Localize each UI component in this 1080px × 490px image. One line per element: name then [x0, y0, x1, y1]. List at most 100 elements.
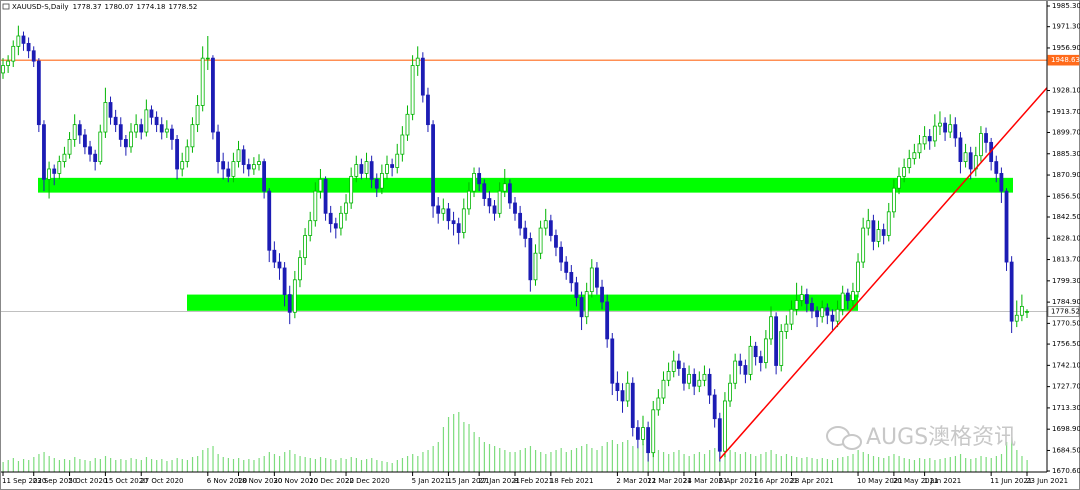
volume-bar	[483, 442, 485, 472]
y-tick-label: 1913.70	[1052, 108, 1080, 116]
candle-body	[88, 146, 92, 155]
title-icon	[2, 3, 10, 10]
y-tick-label: 1756.50	[1052, 340, 1080, 348]
volume-bar	[637, 448, 639, 472]
volume-bar	[412, 454, 414, 472]
candle-body	[77, 124, 82, 136]
volume-bar	[273, 454, 276, 472]
volume-bar	[816, 459, 818, 472]
volume-bar	[939, 459, 941, 472]
volume-bar	[698, 452, 701, 472]
candle-body	[953, 124, 958, 139]
volume-bar	[826, 459, 829, 472]
candle-body	[123, 139, 128, 148]
candle-body	[420, 57, 425, 96]
candle-body	[866, 220, 871, 229]
candle-body	[948, 124, 953, 133]
candle-body	[318, 178, 323, 192]
candle-body	[717, 418, 722, 452]
x-tick-label: 16 Apr 2021	[755, 477, 798, 485]
volume-bar	[12, 458, 14, 472]
volume-bar	[780, 456, 782, 472]
volume-bar	[504, 450, 506, 472]
volume-bar	[632, 446, 634, 472]
volume-bar	[714, 448, 716, 472]
candle-body	[369, 161, 374, 180]
volume-bar	[217, 454, 219, 472]
plot-layer	[1, 25, 1048, 462]
candle-body	[697, 379, 702, 387]
volume-bar	[601, 446, 603, 472]
volume-bar	[693, 454, 695, 472]
candle-body	[195, 105, 200, 126]
symbol: XAUUSD-S,Daily	[12, 3, 69, 11]
volume-bar	[473, 432, 475, 472]
candle-body	[344, 202, 348, 214]
volume-bar	[355, 458, 357, 472]
volume-bar	[453, 414, 455, 472]
volume-bar	[1016, 450, 1018, 472]
volume-bar	[463, 422, 465, 472]
candle-body	[231, 161, 236, 177]
candle-body	[815, 310, 819, 318]
candle-body	[938, 122, 942, 127]
candle-body	[584, 291, 589, 318]
x-tick-label: 15 Jan 2021	[447, 477, 489, 485]
candle-body	[712, 394, 717, 420]
candle-body	[354, 164, 359, 177]
volume-bar	[135, 459, 137, 472]
candle-body	[600, 286, 604, 303]
candle-body	[103, 102, 108, 133]
volume-bar	[821, 458, 823, 472]
volume-bar	[319, 457, 322, 472]
candle-body	[943, 122, 947, 133]
volume-bar	[929, 458, 931, 472]
volume-bar	[422, 452, 424, 472]
volume-bar	[575, 448, 578, 472]
volume-bar	[22, 459, 25, 472]
volume-bar	[616, 444, 619, 472]
candle-body	[743, 365, 748, 375]
volume-bar	[381, 461, 383, 472]
volume-bar	[304, 457, 306, 472]
volume-bar	[790, 456, 793, 472]
candle-body	[93, 153, 98, 162]
x-tick-label: 18 Feb 2021	[550, 477, 594, 485]
candle-body	[804, 294, 809, 304]
volume-bar	[104, 456, 107, 472]
candle-body	[513, 202, 517, 214]
candle-body	[891, 187, 896, 213]
y-tick-label: 1770.50	[1052, 319, 1080, 327]
x-tick-label: 5 Jan 2021	[412, 477, 450, 485]
candle-body	[579, 297, 584, 318]
volume-bar	[980, 456, 982, 472]
x-tick-label: 5 Oct 2020	[69, 477, 108, 485]
candle-body	[830, 314, 835, 322]
volume-bar	[330, 459, 332, 472]
candle-body	[968, 152, 973, 170]
volume-bar	[386, 462, 388, 472]
candle-body	[257, 161, 261, 165]
volume-bar	[325, 458, 327, 472]
candle-body	[154, 116, 159, 126]
volume-bar	[831, 460, 834, 472]
volume-bar	[627, 440, 629, 472]
volume-bar	[350, 457, 352, 472]
candle-body	[456, 223, 461, 233]
candle-body	[559, 246, 563, 263]
candle-body	[840, 292, 845, 310]
candle-body	[507, 183, 512, 204]
x-tick-label: 1 Jun 2021	[924, 477, 962, 485]
volume-bar	[89, 461, 91, 472]
volume-bar	[232, 459, 235, 472]
candle-body	[461, 208, 466, 233]
candle-body	[390, 164, 395, 168]
volume-bar	[893, 454, 895, 472]
candle-body	[1025, 311, 1029, 313]
volume-bar	[458, 412, 460, 472]
candle-body	[267, 190, 272, 251]
volume-bar	[785, 454, 788, 472]
candle-body	[518, 212, 523, 229]
volume-bar	[540, 452, 542, 472]
